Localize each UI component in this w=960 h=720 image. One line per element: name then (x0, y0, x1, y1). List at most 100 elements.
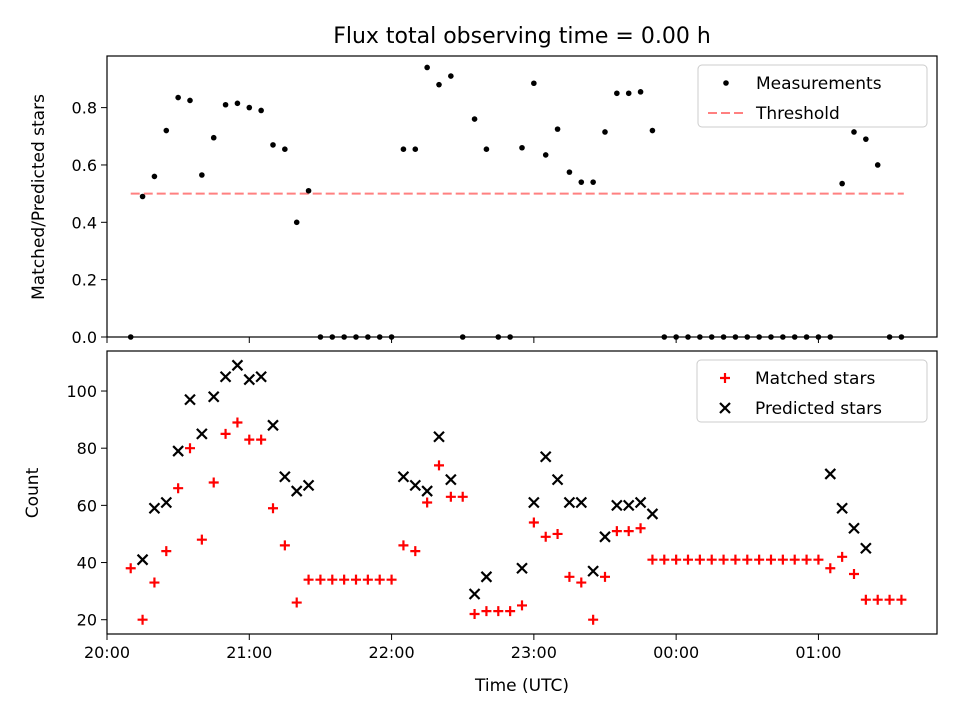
predicted-star-point (172, 445, 184, 457)
matched-star-point (256, 434, 267, 445)
matched-star-point (777, 554, 788, 565)
matched-star-point (445, 491, 456, 502)
matched-star-point (540, 531, 551, 542)
matched-star-point (872, 594, 883, 605)
matched-star-point (481, 606, 492, 617)
measurement-point (282, 146, 288, 152)
predicted-star-point (433, 430, 445, 443)
matched-star-point (268, 503, 278, 514)
measurement-point (293, 219, 300, 226)
matched-star-point (374, 574, 385, 585)
predicted-star-point (468, 588, 481, 600)
predicted-star-point (587, 565, 599, 577)
matched-star-point (457, 491, 468, 502)
legend-box (696, 359, 928, 423)
measurement-point (590, 179, 596, 185)
matched-star-point (196, 534, 207, 545)
matched-star-point (279, 540, 290, 551)
measurement-point (602, 129, 608, 135)
legend-label: Predicted stars (755, 399, 882, 419)
axes-frame (106, 350, 938, 635)
measurement-point (258, 107, 264, 114)
predicted-star-point (539, 450, 552, 463)
measurement-point (649, 127, 656, 134)
legend-box (697, 64, 928, 128)
measurement-point (163, 127, 170, 134)
matched-star-point (125, 563, 136, 574)
predicted-star-point (599, 531, 611, 543)
matched-star-point (362, 574, 373, 585)
legend-label: Matched stars (755, 369, 875, 389)
matched-star-point (801, 554, 812, 565)
y-tick-label: 0.8 (72, 99, 97, 118)
measurement-point (436, 81, 442, 88)
matched-star-point (351, 574, 361, 585)
matched-star-point (742, 554, 753, 565)
matched-star-point (244, 434, 255, 445)
matched-star-point (517, 600, 527, 611)
predicted-star-point (290, 485, 303, 497)
matched-star-point (528, 517, 539, 528)
matched-star-point (611, 526, 622, 537)
matched-star-point (493, 606, 504, 617)
x-tick-label: 22:00 (369, 643, 415, 662)
measurement-point (874, 162, 881, 168)
predicted-star-point (563, 496, 576, 509)
predicted-star-point (136, 553, 149, 566)
predicted-star-point (160, 496, 173, 509)
matched-star-point (552, 528, 563, 539)
measurement-point (554, 126, 561, 132)
matched-star-point (766, 554, 776, 565)
matched-star-point (754, 554, 765, 565)
predicted-star-point (480, 571, 493, 583)
predicted-star-point (622, 499, 635, 512)
matched-star-point (208, 477, 219, 488)
y-axis-label-top: Matched/Predicted stars (29, 94, 49, 300)
matched-star-point (434, 460, 444, 471)
matched-star-point (635, 523, 646, 534)
matched-star-point (718, 554, 729, 565)
matched-star-point (683, 554, 693, 565)
predicted-star-point (207, 390, 220, 403)
predicted-star-point (196, 428, 208, 440)
legend-marker-measurements (723, 80, 729, 86)
matched-star-point (600, 571, 610, 582)
y-tick-label: 0.2 (72, 271, 97, 290)
matched-star-point (327, 574, 338, 585)
matched-star-point (149, 577, 160, 588)
matched-star-point (849, 568, 859, 579)
predicted-star-point (516, 562, 528, 575)
y-tick-label: 100 (66, 382, 97, 401)
axes-frame (106, 55, 938, 338)
predicted-star-point (397, 471, 410, 483)
measurement-point (175, 94, 181, 101)
matched-star-point (339, 574, 350, 585)
matched-star-point (647, 554, 658, 565)
predicted-star-point (219, 370, 232, 383)
predicted-star-point (302, 479, 315, 492)
measurement-point (851, 129, 857, 135)
measurement-point (412, 146, 419, 152)
y-tick-label: 60 (77, 496, 97, 515)
predicted-star-point (279, 471, 291, 483)
predicted-star-point (611, 499, 623, 512)
measurement-point (246, 104, 253, 111)
legend-marker-predicted (719, 402, 731, 414)
matched-star-point (730, 554, 741, 565)
measurement-point (151, 173, 158, 180)
predicted-star-point (267, 419, 279, 432)
chart-title: Flux total observing time = 0.00 h (333, 24, 711, 49)
legend: Measurements Threshold (697, 64, 928, 128)
y-tick-label: 0.6 (72, 156, 97, 175)
measurement-point (614, 90, 620, 97)
predicted-star-point (824, 468, 837, 480)
predicted-star-point (634, 496, 647, 509)
measurement-point (471, 116, 478, 122)
x-tick-label: 01:00 (795, 643, 841, 662)
y-axis-label-bottom: Count (23, 467, 43, 518)
x-axis-label: Time (UTC) (474, 676, 569, 696)
x-tick-label: 20:00 (84, 643, 130, 662)
matched-star-point (576, 577, 587, 588)
y-tick-label: 0.4 (72, 213, 97, 232)
matched-star-point (161, 546, 172, 557)
